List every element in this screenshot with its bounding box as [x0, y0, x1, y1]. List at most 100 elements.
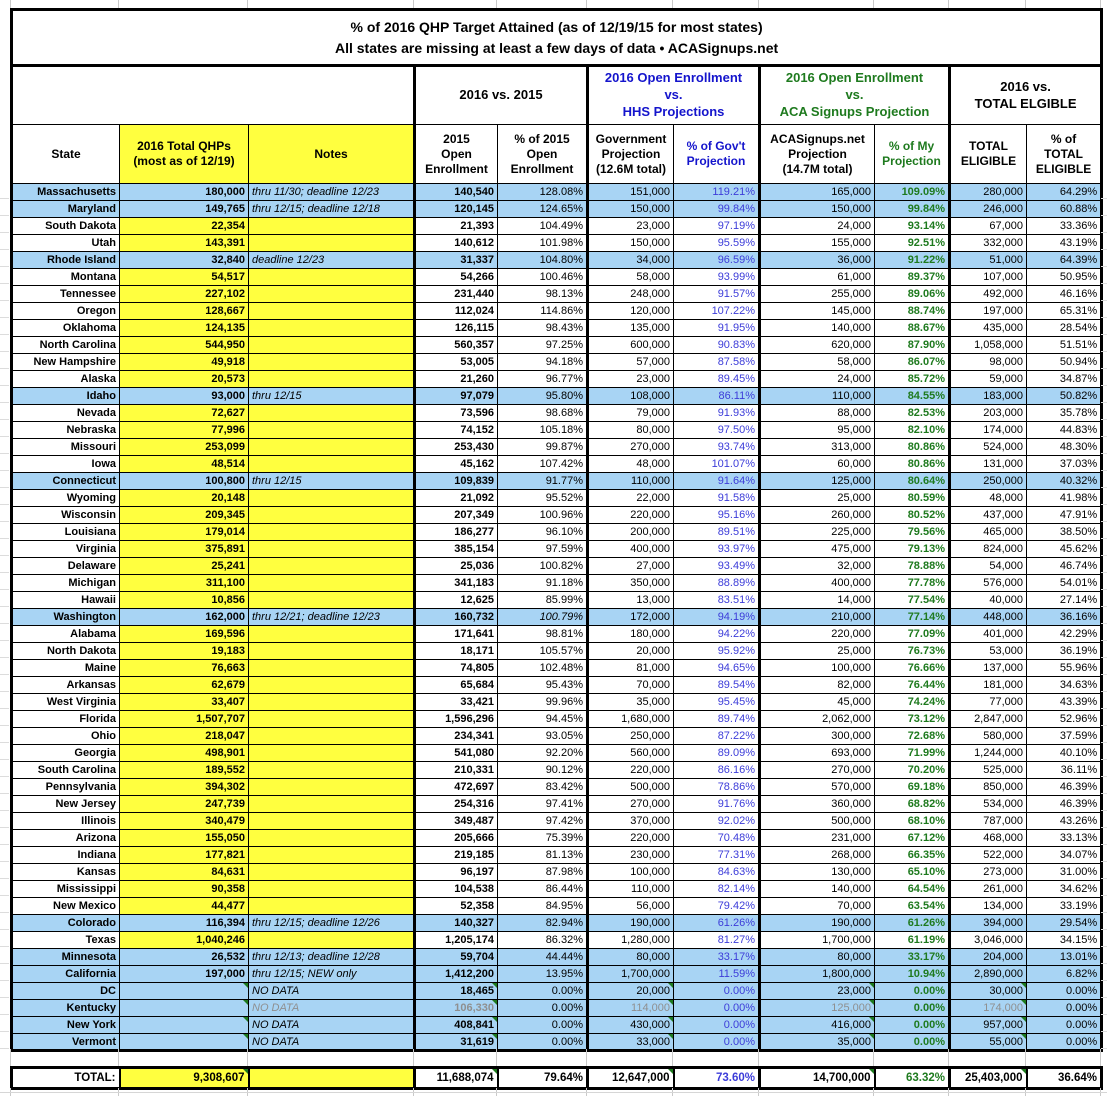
pct2015-cell: 100.96%	[497, 506, 589, 524]
state-cell: New Jersey	[11, 795, 120, 813]
aca-proj-cell: 70,000	[759, 897, 875, 915]
qhps-cell: 76,663	[119, 659, 249, 677]
total-elig-cell: 174,000	[949, 421, 1027, 439]
gridline-tick	[1025, 1049, 1026, 1066]
pct2015-cell: 82.94%	[497, 914, 589, 932]
pct2015-cell: 98.68%	[497, 404, 589, 422]
pct-gov-cell: 93.74%	[673, 438, 761, 456]
pct2015-cell: 44.44%	[497, 948, 589, 966]
state-cell: Arkansas	[11, 676, 120, 694]
pct-aca-cell: 70.20%	[874, 761, 951, 779]
total-elig-cell: 53,000	[949, 642, 1027, 660]
title-row: % of 2016 QHP Target Attained (as of 12/…	[10, 9, 1103, 67]
aca-proj-cell: 88,000	[759, 404, 875, 422]
aca-proj-cell: 140,000	[759, 319, 875, 337]
oe2015-cell: 408,841	[414, 1016, 498, 1034]
pct-gov-cell: 91.93%	[673, 404, 761, 422]
total-pct-elig-cell: 36.64%	[1025, 1066, 1103, 1090]
total-elig-cell: 181,000	[949, 676, 1027, 694]
gridline-tick	[10, 1049, 11, 1066]
pct-aca-cell: 10.94%	[874, 965, 951, 983]
state-cell: Vermont	[11, 1033, 120, 1051]
pct-elig-cell: 50.82%	[1025, 387, 1103, 405]
table-row: West Virginia 33,407 33,421 99.96% 35,000 95.…	[11, 693, 1103, 711]
state-cell: Idaho	[11, 387, 120, 405]
col-header-2016-total-qhps: 2016 Total QHPs (most as of 12/19)	[119, 124, 249, 184]
oe2015-cell: 106,330	[414, 999, 498, 1017]
total-elig-cell: 131,000	[949, 455, 1027, 473]
state-cell: Nevada	[11, 404, 120, 422]
oe2015-cell: 21,092	[414, 489, 498, 507]
qhps-cell: 340,479	[119, 812, 249, 830]
pct-elig-cell: 41.98%	[1025, 489, 1103, 507]
pct-elig-cell: 46.16%	[1025, 285, 1103, 303]
total-elig-cell: 280,000	[949, 183, 1027, 201]
qhps-cell: 93,000	[119, 387, 249, 405]
aca-proj-cell: 100,000	[759, 659, 875, 677]
pct-gov-cell: 92.02%	[673, 812, 761, 830]
pct2015-cell: 98.13%	[497, 285, 589, 303]
qhps-cell: 247,739	[119, 795, 249, 813]
total-elig-cell: 394,000	[949, 914, 1027, 932]
total-elig-cell: 437,000	[949, 506, 1027, 524]
state-cell: Florida	[11, 710, 120, 728]
table-row: Indiana 177,821 219,185 81.13% 230,000 77.31%…	[11, 846, 1103, 864]
pct-elig-cell: 43.39%	[1025, 693, 1103, 711]
total-elig-cell: 134,000	[949, 897, 1027, 915]
state-cell: South Carolina	[11, 761, 120, 779]
gov-proj-cell: 34,000	[587, 251, 674, 269]
gov-proj-cell: 248,000	[587, 285, 674, 303]
gridline-tick	[586, 0, 587, 8]
pct-elig-cell: 46.39%	[1025, 795, 1103, 813]
oe2015-cell: 54,266	[414, 268, 498, 286]
pct-aca-cell: 61.19%	[874, 931, 951, 949]
pct-gov-cell: 89.74%	[673, 710, 761, 728]
pct-aca-cell: 0.00%	[874, 982, 951, 1000]
notes-cell	[248, 574, 416, 592]
table-row: DC NO DATA 18,465 0.00% 20,000 0.00% 23,000 0.0…	[11, 982, 1103, 1000]
pct2015-cell: 97.59%	[497, 540, 589, 558]
notes-cell	[248, 268, 416, 286]
col-header-pct-2015-open-enrollment: % of 2015 Open Enrollment	[497, 124, 589, 184]
aca-proj-cell: 110,000	[759, 387, 875, 405]
notes-cell	[248, 319, 416, 337]
pct-aca-cell: 63.54%	[874, 897, 951, 915]
table-row: Washington 162,000 thru 12/21; deadline 12…	[11, 608, 1103, 626]
total-elig-cell: 576,000	[949, 574, 1027, 592]
notes-cell	[248, 880, 416, 898]
gov-proj-cell: 430,000	[587, 1016, 674, 1034]
qhps-cell: 26,532	[119, 948, 249, 966]
total-elig-cell: 197,000	[949, 302, 1027, 320]
qhps-cell: 20,148	[119, 489, 249, 507]
pct-elig-cell: 29.54%	[1025, 914, 1103, 932]
notes-cell	[248, 421, 416, 439]
oe2015-cell: 33,421	[414, 693, 498, 711]
aca-proj-cell: 125,000	[759, 999, 875, 1017]
gov-proj-cell: 350,000	[587, 574, 674, 592]
notes-cell: NO DATA	[248, 999, 416, 1017]
pct2015-cell: 86.44%	[497, 880, 589, 898]
table-row: Alabama 169,596 171,641 98.81% 180,000 94.22%…	[11, 625, 1103, 643]
total-elig-cell: 448,000	[949, 608, 1027, 626]
table-row: Arkansas 62,679 65,684 95.43% 70,000 89.54% 82…	[11, 676, 1103, 694]
oe2015-cell: 385,154	[414, 540, 498, 558]
table-row: Oklahoma 124,135 126,115 98.43% 135,000 91.95…	[11, 319, 1103, 337]
state-cell: Wyoming	[11, 489, 120, 507]
margin-row-gridlines	[1101, 182, 1107, 1049]
pct-elig-cell: 34.62%	[1025, 880, 1103, 898]
qhps-cell: 544,950	[119, 336, 249, 354]
pct-gov-cell: 81.27%	[673, 931, 761, 949]
pct-elig-cell: 35.78%	[1025, 404, 1103, 422]
pct-elig-cell: 0.00%	[1025, 1033, 1103, 1051]
total-notes-cell	[247, 1066, 416, 1090]
pct-gov-cell: 89.45%	[673, 370, 761, 388]
notes-cell	[248, 676, 416, 694]
oe2015-cell: 472,697	[414, 778, 498, 796]
gov-proj-cell: 110,000	[587, 880, 674, 898]
pct-elig-cell: 33.36%	[1025, 217, 1103, 235]
qhps-cell: 20,573	[119, 370, 249, 388]
gov-proj-cell: 1,700,000	[587, 965, 674, 983]
oe2015-cell: 112,024	[414, 302, 498, 320]
table-row: Idaho 93,000 thru 12/15 97,079 95.80% 108,000…	[11, 387, 1103, 405]
gov-proj-cell: 270,000	[587, 438, 674, 456]
